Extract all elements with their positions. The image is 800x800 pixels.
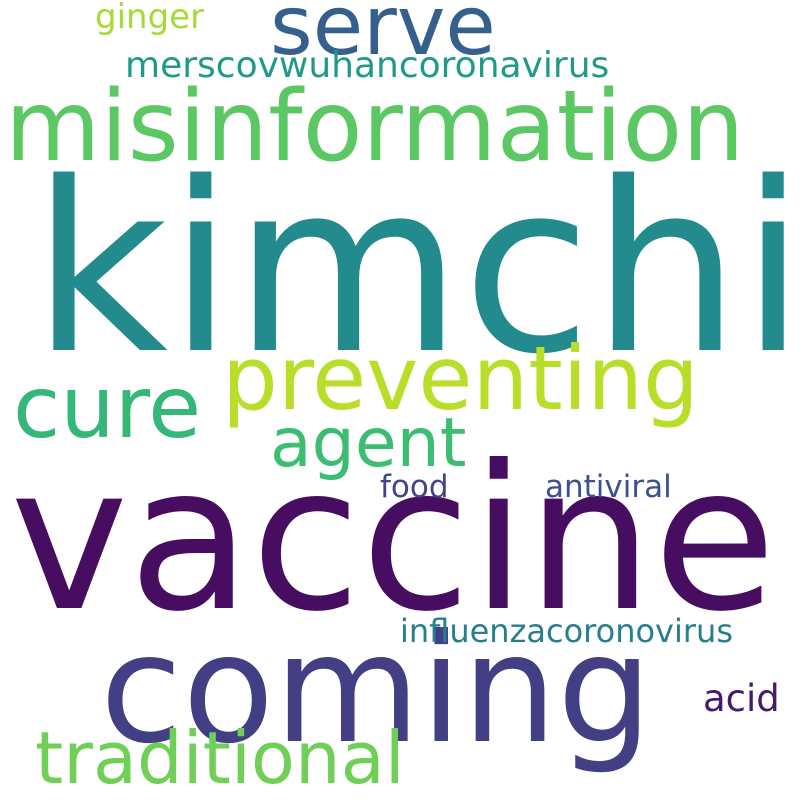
word-cure: cure	[13, 358, 202, 458]
word-food: food	[380, 469, 449, 505]
word-traditional: traditional	[35, 716, 405, 800]
word-influenzacoronovirus: influenzacoronovirus	[400, 612, 733, 650]
word-preventing: preventing	[222, 327, 699, 430]
word-vaccine: vaccine	[10, 423, 777, 656]
word-agent: agent	[270, 404, 467, 483]
word-antiviral: antiviral	[545, 469, 672, 505]
word-serve: serve	[270, 0, 496, 74]
word-ginger: ginger	[95, 0, 205, 37]
word-misinformation: misinformation	[5, 70, 745, 184]
word-coming: coming	[100, 603, 653, 777]
word-merscovwuhancoronavirus: merscovwuhancoronavirus	[125, 45, 610, 86]
word-kimchi: kimchi	[32, 133, 800, 406]
word-acid: acid	[703, 677, 780, 720]
